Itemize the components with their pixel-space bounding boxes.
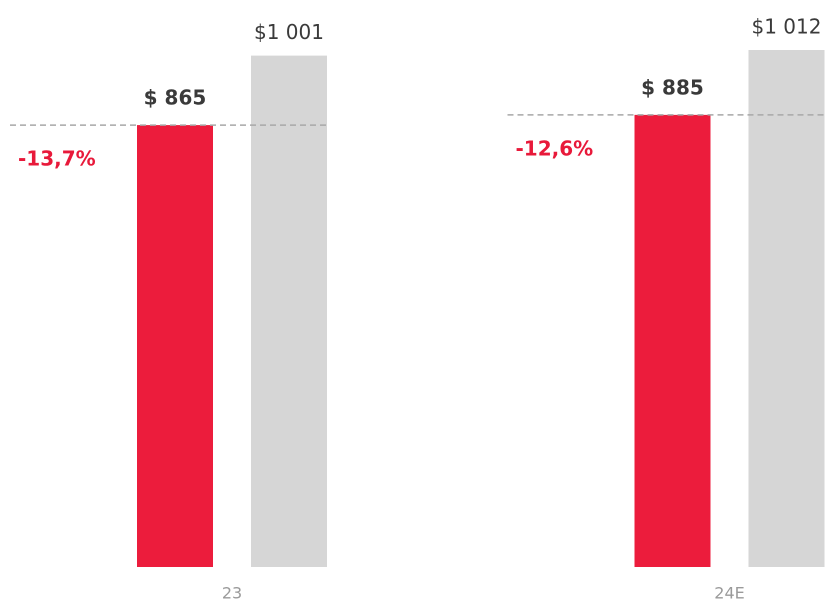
annotation: -13,7% — [18, 147, 96, 171]
bar — [251, 55, 327, 567]
value-label: $1 012 — [752, 15, 822, 39]
annotation: -12,6% — [516, 136, 594, 160]
value-label: $ 885 — [641, 75, 704, 99]
bar — [137, 125, 213, 567]
value-label: $1 001 — [254, 20, 324, 44]
value-label: $ 865 — [144, 86, 207, 110]
x-tick-label: 23 — [222, 584, 242, 603]
x-tick-label: 24E — [714, 584, 744, 603]
bar — [748, 50, 825, 567]
bar — [634, 114, 711, 567]
